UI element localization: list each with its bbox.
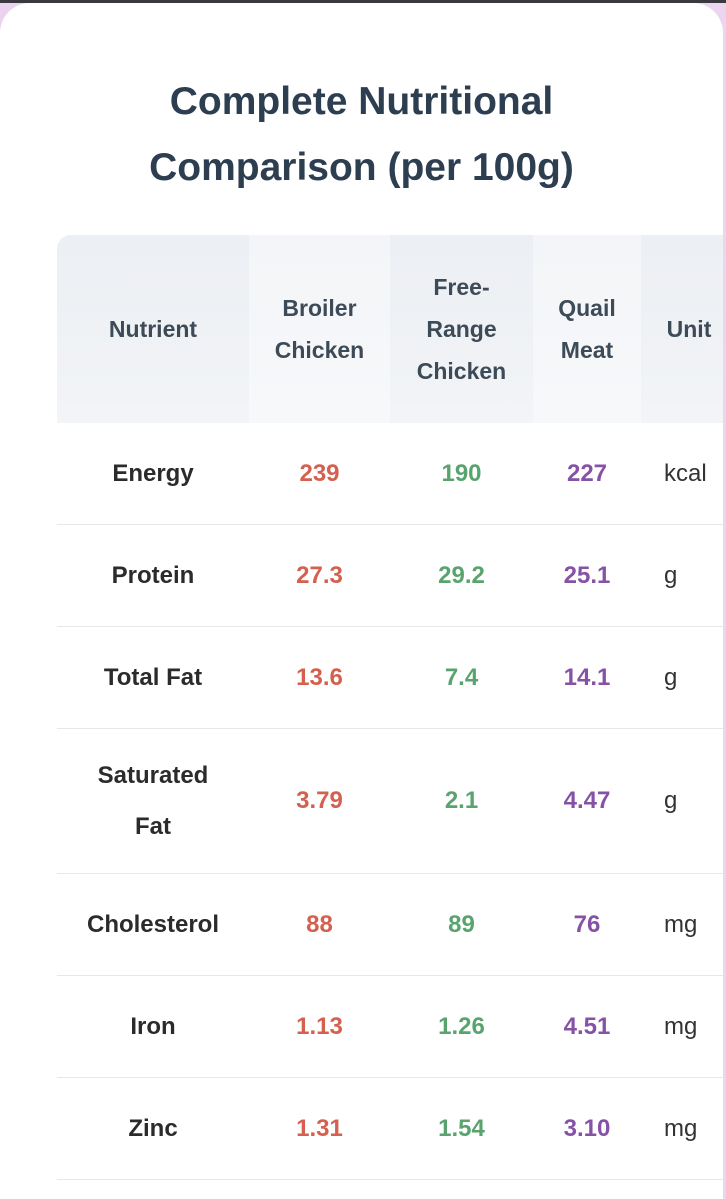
unit-value: mg (664, 910, 698, 938)
nutrient-name: Energy (112, 460, 194, 487)
broiler-value: 239 (299, 459, 340, 487)
header-broiler-line-2: Chicken (274, 337, 365, 363)
header-nutrient: Nutrient (57, 235, 249, 423)
nutrient-name-cell: Total Fat (57, 627, 249, 728)
nutrient-name-cell: Zinc (57, 1078, 249, 1179)
free-range-value: 1.54 (438, 1114, 485, 1142)
header-free-line-1: Free- (433, 274, 490, 300)
broiler-value: 27.3 (296, 561, 343, 589)
nutrition-card: Complete Nutritional Comparison (per 100… (0, 3, 723, 1199)
header-broiler-chicken: Broiler Chicken (249, 235, 390, 423)
nutrient-name: Saturated (97, 762, 209, 789)
free-range-value: 89 (448, 910, 475, 938)
header-unit-label: Unit (666, 316, 712, 342)
nutrient-name: Protein (111, 562, 195, 589)
quail-value: 14.1 (563, 663, 611, 691)
table-row: Saturated Fat 3.79 2.1 4.47 g (57, 729, 723, 874)
quail-value: 227 (566, 459, 608, 487)
nutrient-name: Zinc (128, 1115, 178, 1142)
header-unit: Unit (641, 235, 723, 423)
header-quail-line-1: Quail (558, 295, 616, 321)
header-quail-meat: Quail Meat (533, 235, 641, 423)
free-range-value: 29.2 (438, 561, 485, 589)
title-line-1: Complete Nutritional (169, 80, 554, 123)
table-row: Energy 239 190 227 kcal (57, 423, 723, 525)
nutrient-name: Cholesterol (86, 911, 220, 938)
broiler-value: 1.13 (296, 1012, 343, 1040)
broiler-value: 88 (306, 910, 333, 938)
free-range-value: 190 (441, 459, 482, 487)
unit-value: g (664, 561, 678, 589)
quail-value: 4.47 (563, 787, 611, 814)
header-free-line-2: Range (426, 316, 497, 342)
quail-value: 76 (573, 910, 601, 938)
broiler-value: 1.31 (296, 1114, 343, 1142)
free-range-value: 7.4 (444, 663, 479, 691)
unit-value: mg (664, 1012, 698, 1040)
table-row: Protein 27.3 29.2 25.1 g (57, 525, 723, 627)
nutrient-name: Total Fat (103, 664, 203, 691)
quail-value: 25.1 (563, 561, 611, 589)
nutrient-name: Iron (130, 1013, 176, 1040)
free-range-value: 2.1 (444, 787, 479, 814)
unit-value: kcal (664, 459, 707, 487)
free-range-value: 1.26 (438, 1012, 485, 1040)
nutrient-name-cell: Protein (57, 525, 249, 626)
page-title: Complete Nutritional Comparison (per 100… (0, 69, 723, 201)
nutrient-name-cell: Iron (57, 976, 249, 1077)
unit-value: mg (664, 1114, 698, 1142)
unit-value: g (664, 663, 678, 691)
table-row: Cholesterol 88 89 76 mg (57, 874, 723, 976)
status-bar-edge (0, 0, 726, 3)
header-free-line-3: Chicken (416, 358, 507, 384)
title-line-2: Comparison (per 100g) (149, 146, 574, 189)
unit-value: g (664, 787, 678, 814)
quail-value: 4.51 (563, 1012, 611, 1040)
table-row: Zinc 1.31 1.54 3.10 mg (57, 1078, 723, 1180)
nutrient-name: Fat (134, 813, 171, 840)
table-row: Total Fat 13.6 7.4 14.1 g (57, 627, 723, 729)
table-header: Nutrient Broiler Chicken Free- Range Chi… (57, 235, 723, 423)
table-row: Iron 1.13 1.26 4.51 mg (57, 976, 723, 1078)
broiler-value: 3.79 (296, 787, 343, 814)
nutrient-name-cell: Saturated Fat (57, 729, 249, 873)
header-nutrient-label: Nutrient (108, 316, 198, 342)
table-body: Energy 239 190 227 kcal Protein 27.3 29.2 25.1 g T… (57, 423, 723, 1180)
quail-value: 3.10 (563, 1114, 611, 1142)
header-broiler-line-1: Broiler (282, 295, 357, 321)
header-quail-line-2: Meat (560, 337, 614, 363)
nutrient-name-cell: Energy (57, 423, 249, 524)
nutrient-name-cell: Cholesterol (57, 874, 249, 975)
header-free-range-chicken: Free- Range Chicken (390, 235, 533, 423)
broiler-value: 13.6 (296, 663, 343, 691)
nutrition-table: Nutrient Broiler Chicken Free- Range Chi… (57, 235, 723, 1180)
